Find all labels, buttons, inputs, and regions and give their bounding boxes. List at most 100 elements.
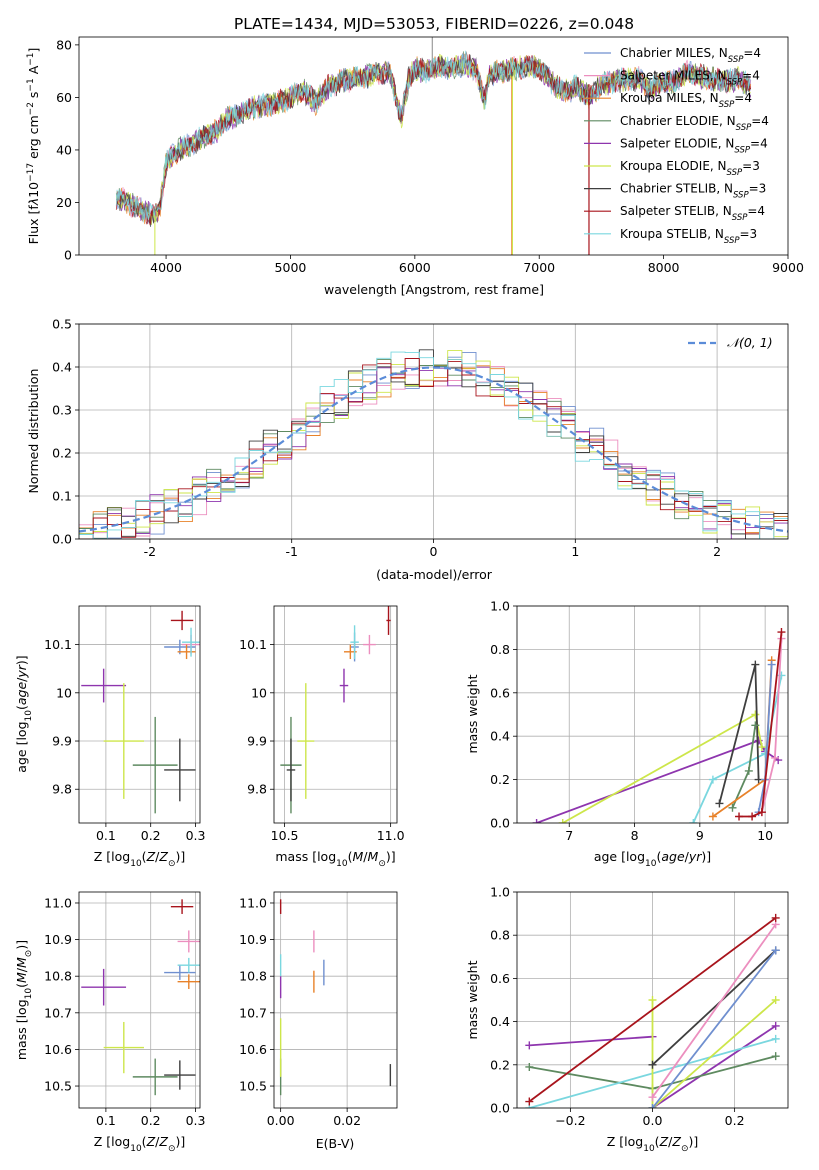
x-tick-label: 8 [631, 828, 639, 843]
massweight-marker [748, 812, 757, 821]
errorbar-point [164, 965, 196, 980]
legend-label: Chabrier ELODIE, NSSP=4 [620, 114, 769, 133]
legend-label: Chabrier STELIB, NSSP=3 [620, 182, 766, 201]
y-tick-label: 10.9 [239, 932, 267, 947]
plot-area [279, 899, 392, 1096]
y-tick-label: 0.0 [490, 1101, 510, 1116]
massweight-marker [777, 628, 786, 637]
x-tick-label: 0.00 [267, 1113, 295, 1128]
figure-title: PLATE=1434, MJD=53053, FIBERID=0226, z=0… [234, 15, 634, 33]
y-tick-label: 10.6 [239, 1042, 267, 1057]
y-tick-label: 10.7 [44, 1005, 72, 1020]
massweight-line [652, 1025, 777, 1108]
errorbar-point [177, 957, 200, 973]
massweight-marker [728, 803, 737, 812]
errorbar-point [339, 668, 349, 703]
x-tick-label: 7 [565, 828, 573, 843]
massweight-marker [648, 1104, 657, 1108]
plot-area [525, 913, 780, 1108]
y-tick-label: 9.8 [247, 782, 267, 797]
residual-histogram [79, 358, 788, 539]
massweight-marker [715, 799, 724, 808]
massweight-marker [558, 819, 567, 823]
massweight-marker [757, 743, 766, 752]
spectrum-panel: 4000 5000 6000 7000 8000 9000 0 20 40 60 80 wavelen… [26, 36, 804, 297]
massweight-line [651, 999, 777, 1108]
spectrum-legend: Chabrier MILES, NSSP=4 Salpeter MILES, NS… [584, 46, 769, 246]
massweight-marker [771, 1034, 780, 1043]
y-tick-label: 1.0 [490, 599, 510, 614]
y-tick-label: 0.2 [490, 1057, 510, 1072]
plot-area [79, 349, 788, 539]
errorbar-point [81, 968, 127, 1006]
massweight-line [536, 739, 779, 823]
legend-label: Chabrier MILES, NSSP=4 [620, 46, 761, 65]
errorbar-point [182, 627, 200, 657]
y-tick-label: 10 [56, 685, 72, 700]
massweight-marker [689, 819, 698, 823]
x-tick-label: 8000 [648, 260, 680, 275]
errorbar-point [363, 634, 376, 655]
axes-frame [78, 605, 201, 824]
y-tick-label: 0.0 [490, 816, 510, 831]
age-vs-mass-panel: 10.5 11.0 9.8 9.9 10 10.1 mass [log10(M/M⊙)] [239, 605, 405, 869]
massweight-marker [648, 996, 657, 1004]
massweight-vs-age-panel: 7 8 9 10 0.0 0.2 0.4 0.6 0.8 1.0 age [log10(age/yr… [465, 599, 789, 869]
residual-histogram [79, 350, 788, 539]
axes-frame [273, 605, 398, 824]
mass-vs-Z-panel: 0.1 0.2 0.3 10.5 10.6 10.7 10.8 10.9 11.0 Z [log1… [14, 891, 205, 1154]
x-tick-label: 1 [571, 544, 579, 559]
legend-label: Salpeter ELODIE, NSSP=4 [620, 136, 768, 155]
x-axis-label: wavelength [Angstrom, rest frame] [324, 282, 544, 297]
y-tick-label: 0.4 [52, 360, 72, 375]
massweight-line [739, 631, 783, 818]
errorbar-point [170, 610, 194, 631]
x-tick-label: 0.2 [141, 828, 161, 843]
massweight-line [528, 917, 777, 1103]
x-tick-label: 0.1 [96, 1113, 116, 1128]
massweight-line [651, 923, 777, 1098]
y-tick-label: 0.6 [490, 971, 510, 986]
x-axis-label: mass [log10(M/M⊙)] [275, 849, 395, 869]
plot-area [81, 610, 200, 814]
massweight-marker [648, 1093, 657, 1102]
y-tick-label: 9.8 [52, 782, 72, 797]
errorbar-point [132, 1058, 178, 1096]
x-axis-label: E(B-V) [316, 1136, 355, 1151]
y-tick-label: 10.8 [44, 969, 72, 984]
y-tick-label: 9.9 [247, 734, 267, 749]
residual-histogram [79, 351, 788, 539]
massweight-line [651, 949, 777, 1108]
y-tick-label: 10 [251, 685, 267, 700]
errorbar-point [103, 1021, 144, 1074]
x-tick-label: 9000 [772, 260, 804, 275]
massweight-marker [771, 946, 780, 955]
axes-frame [273, 891, 398, 1109]
massweight-marker [771, 913, 780, 922]
errorbar-point [350, 625, 359, 660]
massweight-marker [771, 1021, 780, 1030]
y-tick-label: 10.5 [44, 1079, 72, 1094]
massweight-marker [744, 766, 753, 775]
y-tick-label: 10.6 [44, 1042, 72, 1057]
y-axis-label: mass weight [465, 960, 480, 1039]
mass-vs-ebv-panel: 0.00 0.02 10.5 10.6 10.7 10.8 10.9 11.0 [239, 891, 398, 1128]
y-axis-label: Flux [fλ10−17 erg cm−2 s−1 A−1] [26, 48, 41, 245]
errorbar-point [103, 683, 144, 799]
y-tick-label: 10.5 [239, 1079, 267, 1094]
y-tick-label: 40 [56, 142, 72, 157]
x-tick-label: 4000 [150, 260, 182, 275]
y-axis-label: age [log10(age/yr)] [14, 655, 34, 772]
x-tick-label: -2 [144, 544, 156, 559]
y-tick-label: 0.8 [490, 928, 510, 943]
massweight-marker [525, 1097, 534, 1106]
errorbar-point [286, 738, 296, 802]
x-tick-label: 10.5 [271, 828, 299, 843]
errorbar-point [170, 899, 194, 914]
y-tick-label: 10.1 [239, 637, 267, 652]
plot-area [532, 628, 786, 823]
legend-label: Kroupa MILES, NSSP=4 [620, 91, 752, 110]
x-axis-label: Z [log10(Z/Z⊙)] [607, 1134, 699, 1154]
x-tick-label: 0.1 [96, 828, 116, 843]
x-tick-label: 5000 [275, 260, 307, 275]
